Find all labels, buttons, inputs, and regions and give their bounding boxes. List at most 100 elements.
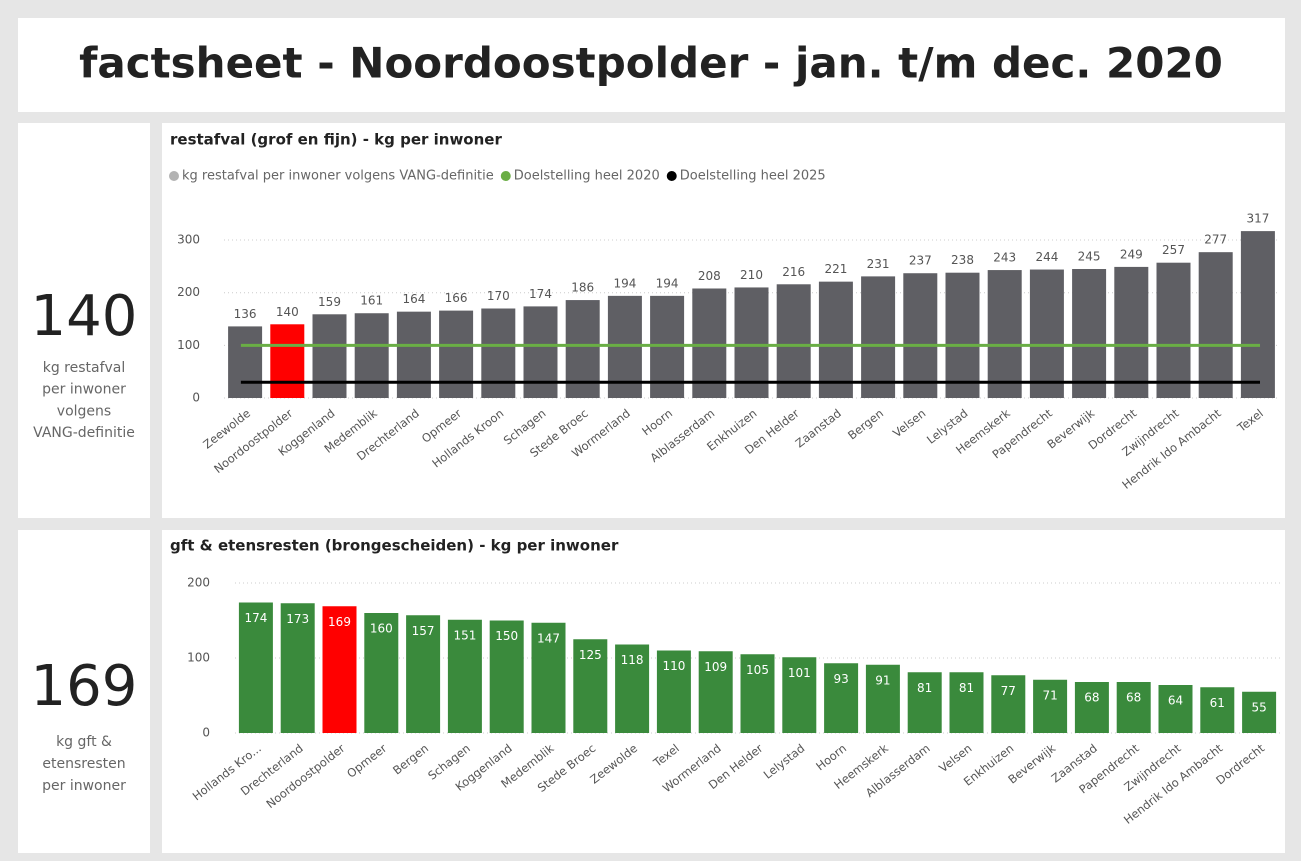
data-label: 257	[1162, 243, 1185, 257]
bar	[322, 606, 357, 733]
legend-label: kg restafval per inwoner volgens VANG-de…	[182, 169, 494, 184]
bar	[656, 650, 691, 733]
bar	[312, 314, 347, 398]
bar	[1114, 266, 1149, 398]
bar	[692, 288, 727, 398]
bar	[734, 287, 769, 398]
data-label: 71	[1042, 688, 1057, 702]
data-label: 91	[875, 673, 890, 687]
kpi-value: 169	[31, 654, 138, 719]
data-label: 216	[782, 265, 805, 279]
kpi-label: VANG-definitie	[33, 425, 135, 441]
bar	[1116, 682, 1151, 733]
data-label: 317	[1246, 212, 1269, 226]
bar	[1156, 262, 1191, 398]
legend-marker	[169, 171, 179, 181]
data-label: 221	[824, 262, 847, 276]
data-label: 174	[244, 611, 267, 625]
kpi-value: 140	[31, 284, 138, 349]
data-label: 68	[1084, 691, 1099, 705]
bar	[776, 284, 811, 398]
bar	[1072, 269, 1107, 398]
data-label: 277	[1204, 233, 1227, 247]
bar	[1198, 252, 1233, 398]
y-tick-label: 100	[177, 338, 200, 352]
legend-marker	[666, 171, 677, 181]
bar	[406, 615, 441, 733]
bar	[439, 310, 474, 398]
data-label: 160	[370, 622, 393, 636]
title-card	[18, 18, 1285, 112]
page-title: factsheet - Noordoostpolder - jan. t/m d…	[79, 39, 1223, 88]
legend-label: Doelstelling heel 2025	[680, 169, 826, 184]
kpi-label: per inwoner	[42, 382, 126, 398]
data-label: 68	[1126, 691, 1141, 705]
data-label: 243	[993, 251, 1016, 265]
data-label: 64	[1168, 694, 1183, 708]
bar	[903, 273, 938, 398]
bar	[270, 324, 305, 398]
y-tick-label: 200	[187, 576, 210, 590]
y-tick-label: 0	[202, 726, 210, 740]
data-label: 61	[1210, 696, 1225, 710]
data-label: 125	[579, 648, 602, 662]
data-label: 140	[276, 305, 299, 319]
data-label: 194	[656, 276, 679, 290]
bar	[1033, 679, 1068, 733]
bar	[447, 619, 482, 733]
data-label: 238	[951, 253, 974, 267]
data-label: 105	[746, 663, 769, 677]
legend-label: Doelstelling heel 2020	[514, 169, 660, 184]
data-label: 55	[1251, 700, 1266, 714]
data-label: 150	[495, 629, 518, 643]
data-label: 157	[412, 624, 435, 638]
bar	[991, 675, 1026, 733]
bar	[228, 326, 263, 398]
data-label: 166	[445, 291, 468, 305]
bar	[1029, 269, 1064, 398]
bar	[481, 308, 516, 398]
data-label: 136	[234, 307, 257, 321]
data-label: 169	[328, 615, 351, 629]
kpi-card	[18, 530, 150, 853]
data-label: 194	[613, 276, 636, 290]
data-label: 210	[740, 268, 763, 282]
y-tick-label: 300	[177, 233, 200, 247]
y-tick-label: 200	[177, 285, 200, 299]
bar	[698, 651, 733, 733]
data-label: 109	[704, 660, 727, 674]
bar	[615, 644, 650, 733]
y-tick-label: 0	[192, 391, 200, 405]
bar	[907, 672, 942, 733]
bar	[523, 306, 558, 398]
data-label: 186	[571, 281, 594, 295]
data-label: 81	[959, 681, 974, 695]
kpi-label: etensresten	[42, 756, 125, 772]
data-label: 208	[698, 269, 721, 283]
data-label: 110	[662, 659, 685, 673]
kpi-label: per inwoner	[42, 778, 126, 794]
bar	[1240, 231, 1275, 398]
data-label: 81	[917, 681, 932, 695]
kpi-card	[18, 123, 150, 518]
data-label: 101	[788, 666, 811, 680]
data-label: 159	[318, 295, 341, 309]
legend-marker	[500, 171, 511, 181]
bar	[364, 613, 399, 733]
bar	[861, 276, 896, 398]
bar	[531, 622, 566, 733]
bar	[818, 281, 853, 398]
data-label: 174	[529, 287, 552, 301]
bar	[945, 272, 980, 398]
bar	[1074, 682, 1109, 733]
bar	[782, 657, 817, 733]
data-label: 249	[1120, 247, 1143, 261]
bar	[489, 620, 524, 733]
kpi-label: volgens	[57, 403, 111, 419]
bar	[740, 654, 775, 733]
data-label: 245	[1078, 250, 1101, 264]
bar	[280, 603, 315, 733]
data-label: 147	[537, 631, 560, 645]
